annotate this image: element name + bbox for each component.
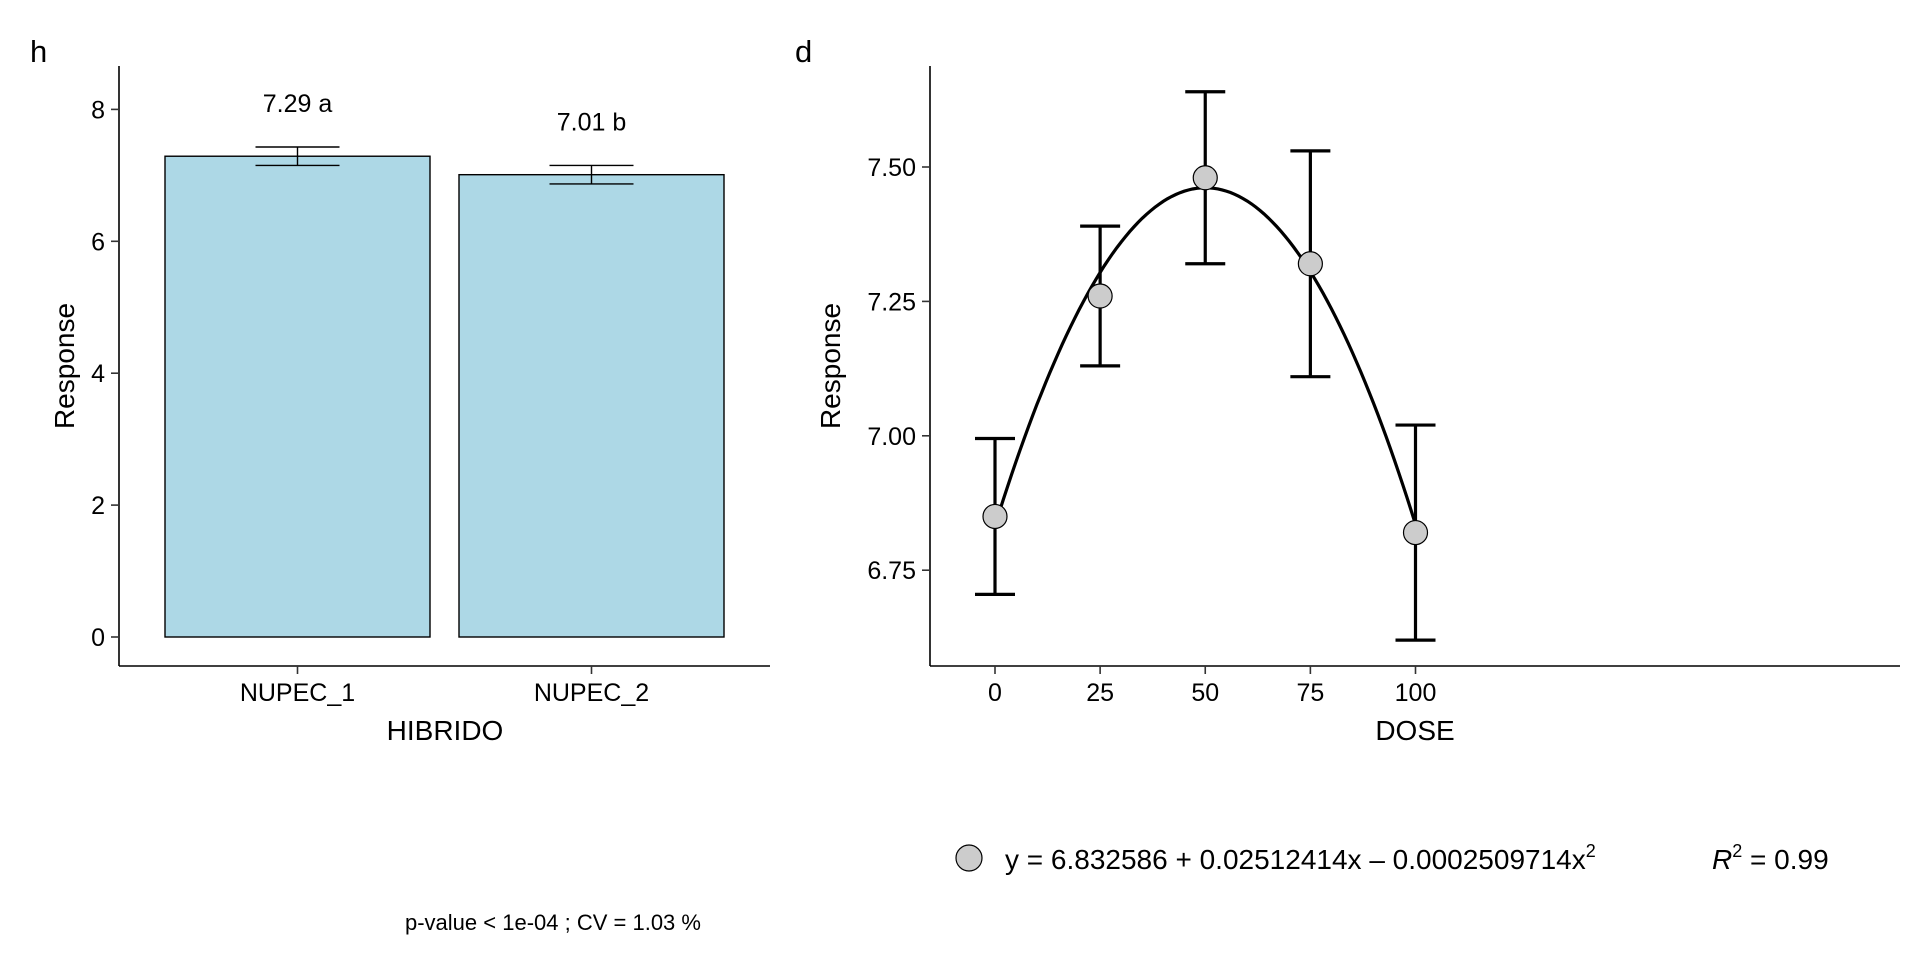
x-tick-label: 0 bbox=[988, 679, 1002, 707]
r-squared-exponent: 2 bbox=[1732, 841, 1742, 861]
x-tick-label: 25 bbox=[1086, 679, 1114, 707]
data-point bbox=[1087, 283, 1113, 309]
y-axis-title-h: Response bbox=[49, 303, 80, 429]
y-tick-label: 7.25 bbox=[867, 288, 916, 316]
legend-key-point bbox=[955, 844, 983, 872]
fit-equation-main: y = 6.832586 + 0.02512414x – 0.000250971… bbox=[1005, 844, 1586, 875]
x-tick-label: 75 bbox=[1296, 679, 1324, 707]
y-tick-label: 8 bbox=[91, 96, 105, 124]
data-point bbox=[1192, 165, 1218, 191]
bar-chart-marks: 0 2 4 6 8 7.29 a NUPEC_1 7.01 b NUPEC_2 bbox=[91, 90, 725, 707]
y-tick-label: 6 bbox=[91, 228, 105, 256]
dose-chart-marks: 6.75 7.00 7.25 7.50 0 25 50 75 100 bbox=[867, 90, 1437, 707]
x-axis-title-h: HIBRIDO bbox=[387, 715, 504, 746]
bar bbox=[458, 173, 725, 638]
y-tick-label: 2 bbox=[91, 492, 105, 520]
y-tick-label: 7.00 bbox=[867, 423, 916, 451]
data-point bbox=[1402, 519, 1429, 546]
y-axis-title-d: Response bbox=[815, 303, 846, 429]
footnote: p-value < 1e-04 ; CV = 1.03 % bbox=[405, 910, 701, 935]
r-squared-value: = 0.99 bbox=[1742, 844, 1828, 875]
bar bbox=[164, 155, 431, 638]
fit-equation-exponent: 2 bbox=[1586, 841, 1596, 861]
data-label: 7.01 b bbox=[557, 108, 627, 136]
data-point bbox=[982, 503, 1008, 530]
data-point bbox=[1297, 251, 1323, 277]
y-tick-label: 4 bbox=[91, 360, 105, 388]
data-label: 7.29 a bbox=[263, 90, 333, 118]
legend: y = 6.832586 + 0.02512414x – 0.000250971… bbox=[955, 841, 1829, 875]
x-tick-label: NUPEC_1 bbox=[240, 679, 355, 707]
panel-label-d: d bbox=[795, 34, 812, 69]
r-squared-symbol: R bbox=[1712, 844, 1732, 875]
y-tick-label: 0 bbox=[91, 624, 105, 652]
y-tick-label: 7.50 bbox=[867, 154, 916, 182]
panel-label-h: h bbox=[30, 34, 47, 69]
y-tick-label: 6.75 bbox=[867, 557, 916, 585]
x-tick-label: 100 bbox=[1395, 679, 1437, 707]
x-tick-label: NUPEC_2 bbox=[534, 679, 649, 707]
x-tick-label: 50 bbox=[1191, 679, 1219, 707]
fit-equation: y = 6.832586 + 0.02512414x – 0.000250971… bbox=[1005, 841, 1596, 875]
panel-h: h 0 2 4 6 8 7.29 a NUPEC_1 7.01 b NUPEC_2 HIBRID… bbox=[30, 34, 770, 746]
panel-d: d 6.75 7.00 7.25 7.50 0 25 50 75 100 DOSE Respon… bbox=[795, 34, 1900, 746]
r-squared: R2 = 0.99 bbox=[1712, 841, 1829, 875]
x-axis-title-d: DOSE bbox=[1375, 715, 1454, 746]
